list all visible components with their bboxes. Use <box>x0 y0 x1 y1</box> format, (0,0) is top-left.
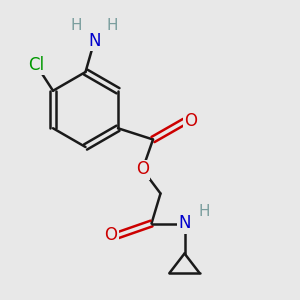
Text: H: H <box>198 204 210 219</box>
Text: O: O <box>184 112 197 130</box>
Text: H: H <box>71 18 82 33</box>
Text: Cl: Cl <box>28 56 44 74</box>
Text: N: N <box>178 214 191 232</box>
Text: H: H <box>107 18 118 33</box>
Text: O: O <box>104 226 118 244</box>
Text: N: N <box>88 32 101 50</box>
Text: O: O <box>136 160 149 178</box>
